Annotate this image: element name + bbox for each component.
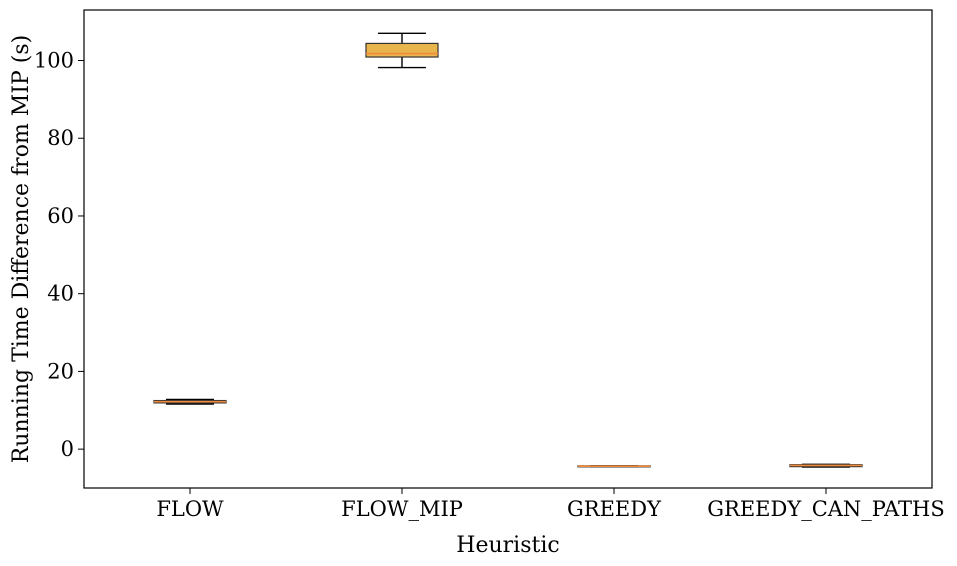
box-flow-mip	[365, 32, 439, 69]
box-iqr	[365, 42, 439, 58]
y-tick-label: 80	[47, 126, 74, 150]
x-axis: FLOW FLOW_MIP GREEDY GREEDY_CAN_PATHS	[156, 488, 945, 521]
box-flow	[153, 398, 227, 405]
y-tick-label: 20	[47, 359, 74, 383]
x-tick-label: GREEDY_CAN_PATHS	[707, 497, 944, 521]
plot-content	[153, 32, 863, 468]
y-tick-label: 0	[61, 437, 74, 461]
y-axis: 0 20 40 60 80 100	[34, 49, 84, 461]
x-tick-label: FLOW	[156, 497, 224, 521]
x-tick-label: GREEDY	[567, 497, 662, 521]
plot-frame	[83, 9, 933, 489]
x-axis-label: Heuristic	[456, 533, 559, 558]
y-axis-label: Running Time Difference from MIP (s)	[9, 35, 34, 464]
y-tick-label: 40	[47, 282, 74, 306]
y-tick-label: 60	[47, 204, 74, 228]
box-greedy-can-paths	[789, 463, 863, 468]
x-tick-label: FLOW_MIP	[341, 497, 463, 521]
box-greedy	[577, 465, 651, 468]
y-tick-label: 100	[34, 49, 74, 73]
